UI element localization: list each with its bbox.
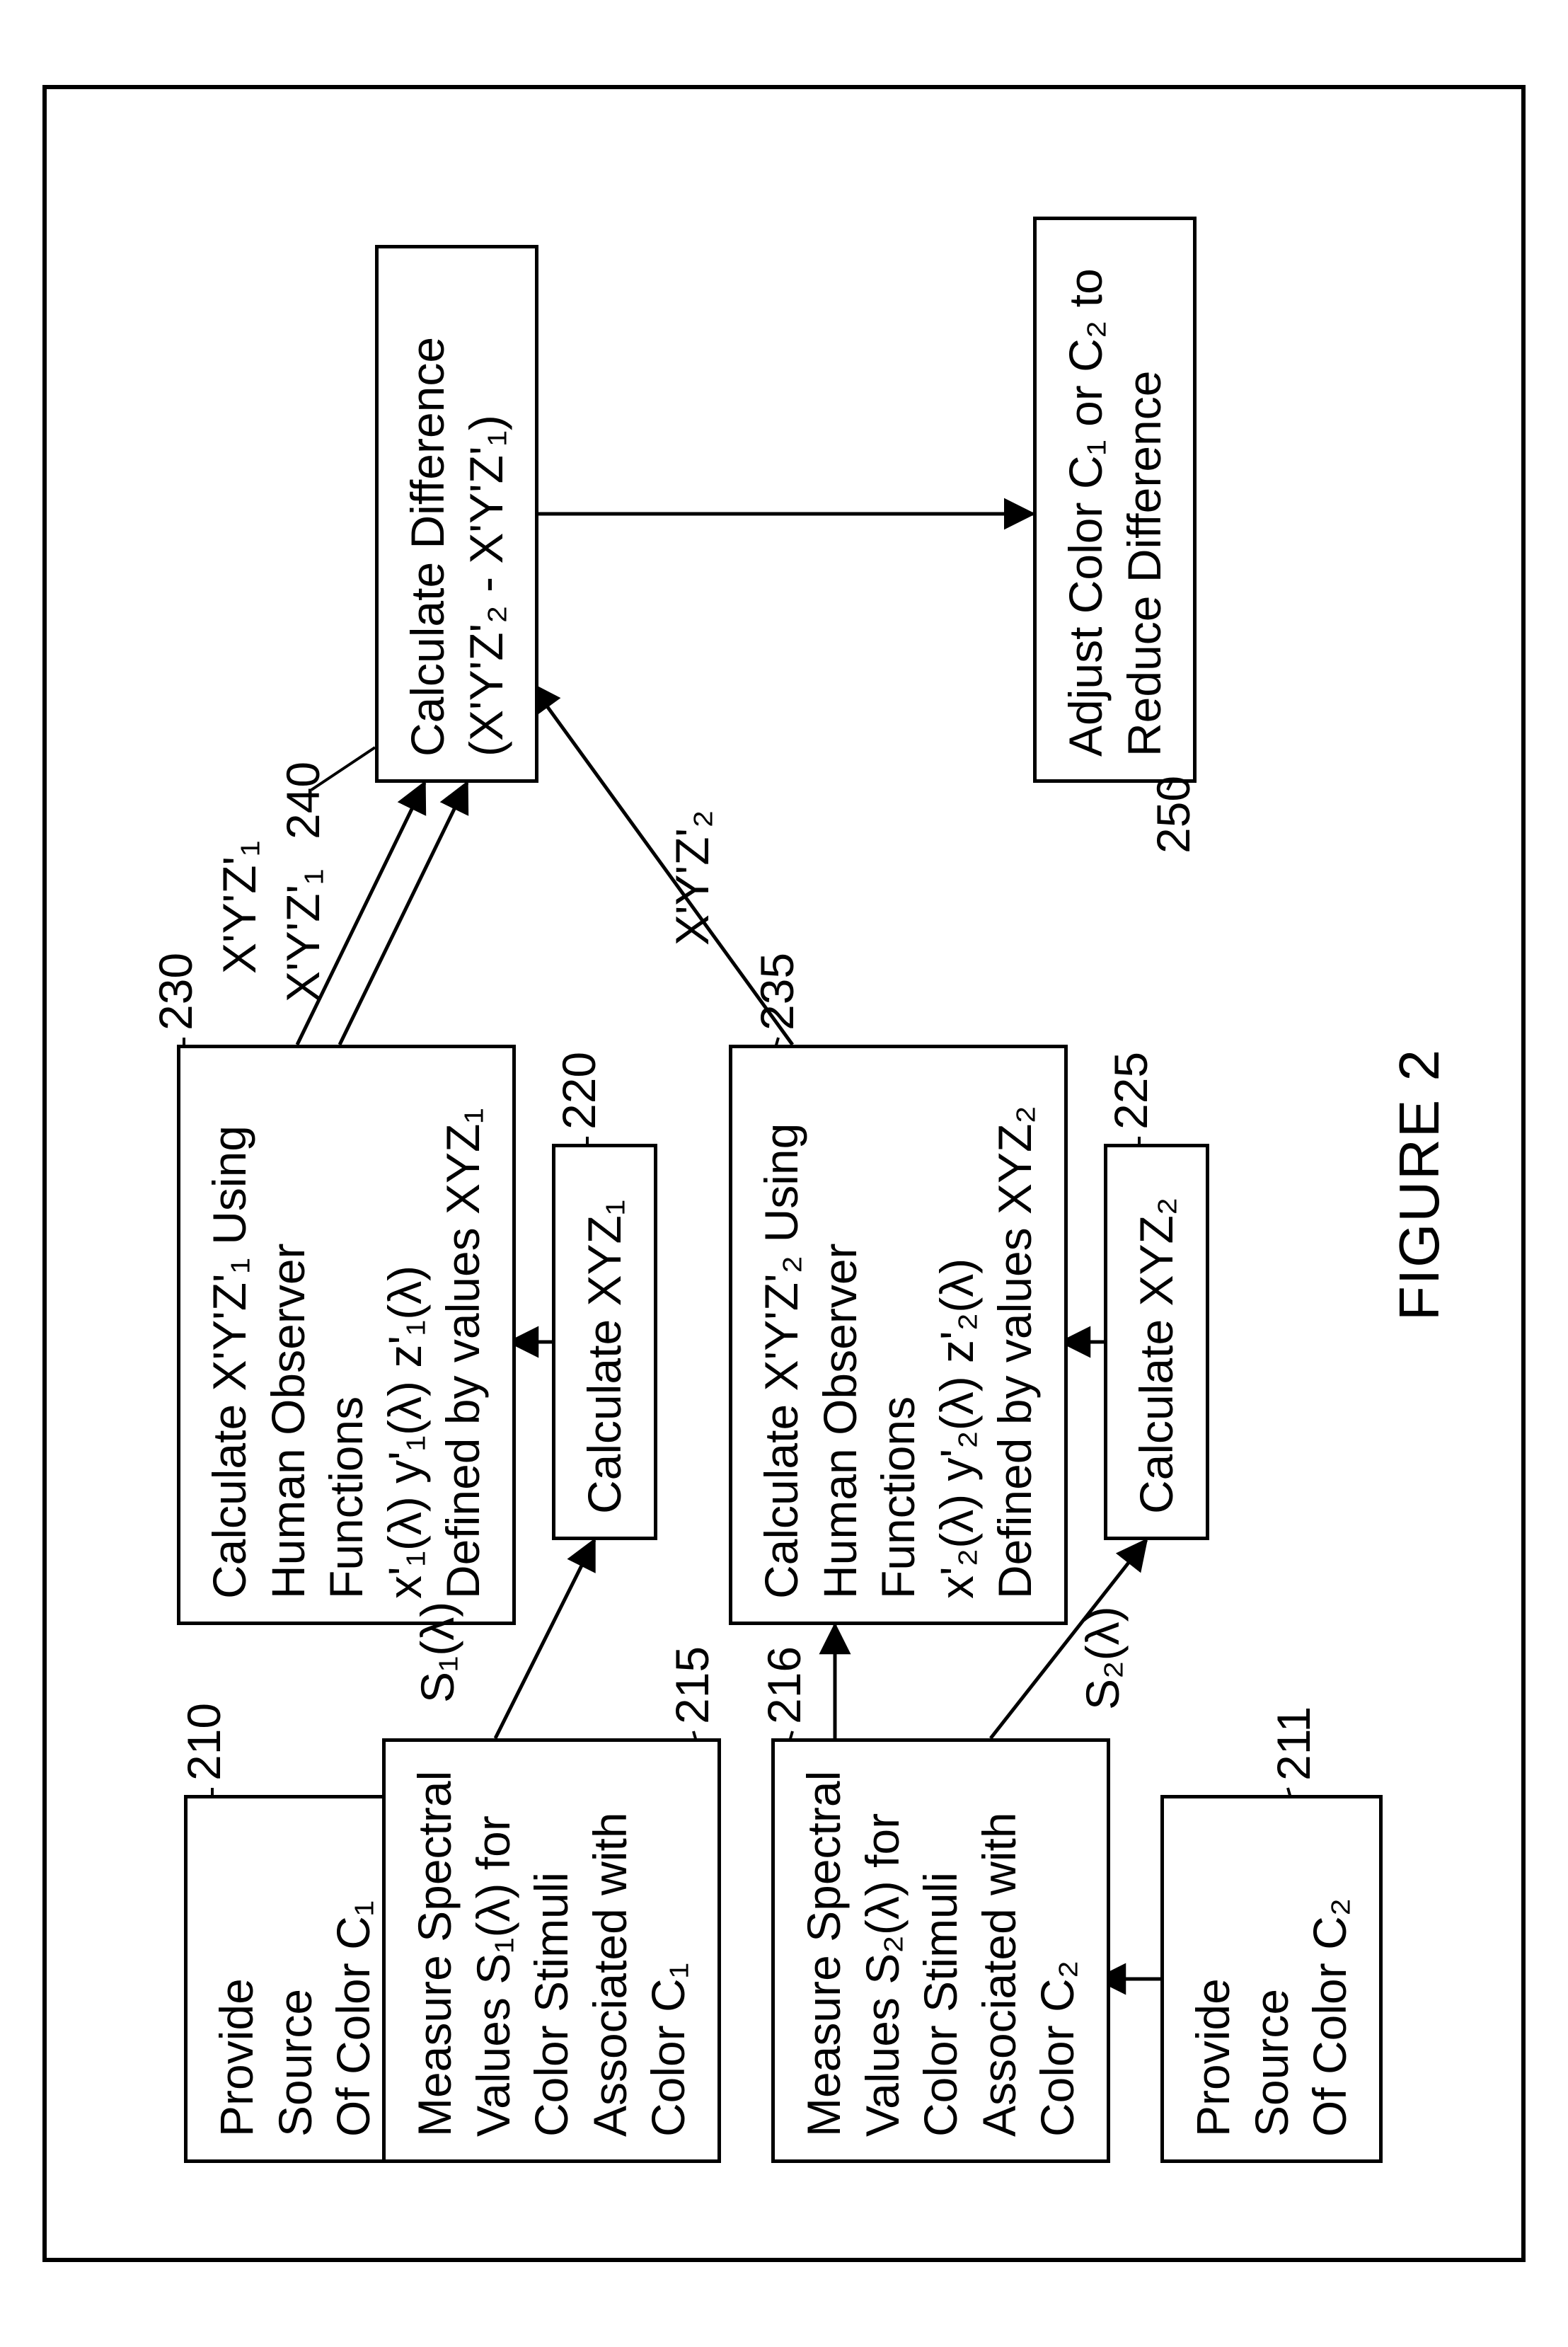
box-provide-source-c1: Provide Source Of Color C₁: [184, 1795, 406, 2163]
refnum-211: 211: [1267, 1706, 1320, 1781]
refnum-216: 216: [757, 1646, 811, 1724]
edge-label-xyz1a: X'Y'Z'₁: [212, 841, 266, 974]
box-text: Calculate XYZ₁: [578, 1200, 630, 1514]
refnum-230: 230: [149, 953, 202, 1031]
refnum-240: 240: [276, 762, 330, 839]
edge-label-s2: S₂(λ): [1076, 1606, 1129, 1710]
box-text: Calculate X'Y'Z'₂ Using Human Observer F…: [755, 1106, 1041, 1599]
box-text: Measure Spectral Values S₂(λ) for Color …: [797, 1771, 1083, 2137]
box-text: Calculate Difference (X'Y'Z'₂ - X'Y'Z'₁): [401, 337, 512, 757]
box-provide-source-c2: Provide Source Of Color C₂: [1160, 1795, 1383, 2163]
box-calc-xyz-2: Calculate XYZ₂: [1104, 1144, 1209, 1540]
box-text: Adjust Color C₁ or C₂ to Reduce Differen…: [1059, 268, 1170, 757]
refnum-235: 235: [750, 953, 804, 1031]
box-text: Calculate X'Y'Z'₁ Using Human Observer F…: [203, 1108, 489, 1599]
box-measure-spectral-c1: Measure Spectral Values S₁(λ) for Color …: [382, 1738, 721, 2163]
refnum-225: 225: [1104, 1052, 1158, 1130]
box-calc-xyz-1: Calculate XYZ₁: [552, 1144, 657, 1540]
box-text: Calculate XYZ₂: [1130, 1198, 1182, 1514]
flowchart-figure-2: Provide Source Of Color C₁ Measure Spect…: [0, 389, 1568, 1958]
edge-label-xyz2: X'Y'Z'₂: [665, 810, 719, 946]
box-text: Measure Spectral Values S₁(λ) for Color …: [408, 1771, 694, 2137]
edge-label-s1: S₁(λ): [410, 1602, 464, 1703]
box-adjust-color: Adjust Color C₁ or C₂ to Reduce Differen…: [1033, 217, 1197, 783]
refnum-210: 210: [177, 1703, 231, 1781]
box-calc-difference: Calculate Difference (X'Y'Z'₂ - X'Y'Z'₁): [375, 245, 538, 783]
box-text: Provide Source Of Color C₁: [210, 1900, 379, 2137]
edge-label-xyz1b: X'Y'Z'₁: [276, 869, 330, 1002]
box-text: Provide Source Of Color C₂: [1187, 1898, 1356, 2137]
refnum-250: 250: [1146, 776, 1200, 854]
figure-caption: FIGURE 2: [1387, 1048, 1452, 1321]
box-calc-xyzprime-2: Calculate X'Y'Z'₂ Using Human Observer F…: [729, 1045, 1068, 1625]
flowchart-stage: Provide Source Of Color C₁ Measure Spect…: [0, 0, 1568, 2347]
box-measure-spectral-c2: Measure Spectral Values S₂(λ) for Color …: [771, 1738, 1110, 2163]
refnum-220: 220: [552, 1052, 606, 1130]
box-calc-xyzprime-1: Calculate X'Y'Z'₁ Using Human Observer F…: [177, 1045, 516, 1625]
refnum-215: 215: [665, 1646, 719, 1724]
